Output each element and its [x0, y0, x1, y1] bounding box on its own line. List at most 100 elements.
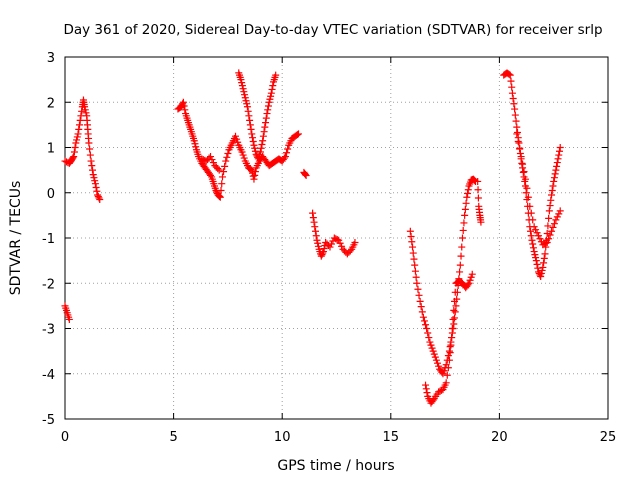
data-point	[73, 133, 81, 141]
data-point	[409, 243, 417, 251]
data-point	[468, 270, 476, 278]
data-point	[218, 173, 226, 181]
data-point	[261, 123, 269, 131]
data-point	[553, 162, 561, 170]
data-point	[259, 137, 267, 145]
data-point	[509, 94, 517, 102]
data-point	[507, 77, 515, 85]
data-point	[239, 151, 247, 159]
data-point	[310, 218, 318, 226]
data-point	[249, 172, 257, 180]
data-point	[457, 252, 465, 260]
data-point	[90, 174, 98, 182]
data-point	[259, 132, 267, 140]
data-point	[423, 389, 431, 397]
data-point	[251, 171, 259, 179]
data-point	[513, 130, 521, 138]
data-point	[442, 379, 450, 387]
data-point	[516, 150, 524, 158]
data-point	[265, 98, 273, 106]
data-point	[466, 276, 474, 284]
data-point	[94, 193, 102, 201]
data-point	[190, 137, 198, 145]
data-point	[406, 227, 414, 235]
data-point	[464, 186, 472, 194]
data-point	[69, 154, 77, 162]
data-point	[416, 297, 424, 305]
data-point	[470, 176, 478, 184]
data-point	[238, 82, 246, 90]
data-point	[243, 103, 251, 111]
data-point	[446, 349, 454, 357]
data-point	[217, 186, 225, 194]
y-tick-label: 2	[47, 96, 55, 111]
data-point	[218, 180, 226, 188]
data-point	[546, 231, 554, 239]
data-point	[467, 273, 475, 281]
data-point	[224, 150, 232, 158]
data-point	[262, 114, 270, 122]
chart-title: Day 361 of 2020, Sidereal Day-to-day VTE…	[63, 22, 602, 38]
data-point	[461, 205, 469, 213]
data-point	[474, 186, 482, 194]
data-point	[448, 325, 456, 332]
data-point	[407, 232, 415, 240]
data-point	[311, 223, 319, 231]
data-point	[346, 247, 354, 255]
data-point	[450, 306, 458, 314]
data-point	[461, 211, 469, 219]
data-point	[309, 214, 317, 222]
data-point	[532, 254, 540, 262]
data-point	[241, 94, 249, 102]
data-point	[463, 193, 471, 201]
data-point	[191, 140, 199, 148]
data-point	[459, 226, 467, 234]
data-point	[70, 153, 78, 161]
data-point	[333, 236, 341, 244]
data-point	[301, 170, 309, 178]
data-point	[70, 148, 78, 156]
data-point	[530, 223, 538, 231]
data-point	[474, 194, 482, 202]
data-point	[548, 186, 556, 194]
data-point	[526, 202, 534, 210]
data-point	[548, 227, 556, 235]
data-point	[555, 210, 563, 218]
data-point	[214, 165, 222, 173]
data-point	[232, 132, 240, 140]
grid-lines	[65, 57, 608, 419]
data-point	[452, 302, 460, 310]
data-point	[545, 214, 553, 222]
data-point	[246, 116, 254, 124]
data-point	[410, 255, 418, 263]
data-point	[544, 222, 552, 230]
data-point	[551, 170, 559, 178]
data-point	[73, 136, 81, 144]
data-point	[180, 102, 188, 110]
data-point	[75, 121, 83, 129]
data-point	[207, 153, 215, 161]
data-point	[533, 229, 541, 237]
data-point	[520, 168, 528, 176]
data-point	[86, 145, 94, 153]
data-point	[351, 239, 359, 247]
data-point	[89, 171, 97, 179]
data-point	[251, 144, 259, 152]
data-point	[220, 168, 228, 176]
data-point	[413, 279, 421, 287]
data-point	[269, 82, 277, 90]
data-point	[92, 183, 100, 191]
data-point	[216, 193, 224, 201]
data-point	[534, 264, 542, 272]
data-point	[514, 137, 522, 145]
data-point	[283, 149, 291, 157]
data-point	[456, 261, 464, 269]
data-point	[243, 100, 251, 108]
data-point	[524, 193, 532, 201]
data-point	[86, 151, 94, 159]
data-point	[238, 148, 246, 156]
data-point	[537, 272, 545, 280]
data-point	[516, 145, 524, 153]
data-point	[506, 71, 514, 79]
